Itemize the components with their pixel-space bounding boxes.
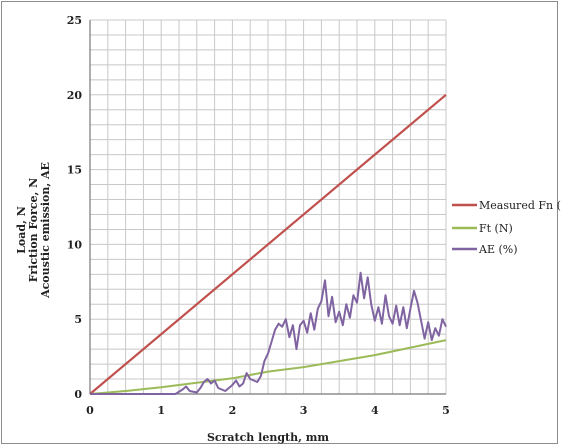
- y-tick-label: 20: [67, 89, 83, 102]
- y-tick-label: 0: [74, 388, 82, 401]
- series-line-1: [89, 93, 447, 395]
- y-axis-title: Load, N Friction Force, N Acoustic emiss…: [15, 162, 52, 299]
- x-tick-label: 4: [371, 404, 379, 417]
- y-tick-label: 5: [74, 313, 82, 326]
- series-line-2: [89, 339, 447, 395]
- x-axis-title: Scratch length, mm: [207, 431, 329, 444]
- tick-labels: 0 1 2 3 4 5 0 5 10 15 20 25: [67, 14, 450, 417]
- y-axis-title-line-3: Acoustic emission, AE: [39, 162, 52, 299]
- y-tick-label: 15: [67, 164, 82, 177]
- series-line-3: [90, 271, 447, 395]
- y-axis-title-line-2: Friction Force, N: [27, 178, 40, 282]
- y-tick-label: 10: [67, 238, 83, 251]
- series-lines: [89, 93, 447, 395]
- legend: Measured Fn (N) Ft (N) AE (%): [452, 199, 561, 256]
- y-axis-title-line-1: Load, N: [15, 206, 28, 254]
- x-tick-label: 0: [86, 404, 94, 417]
- legend-label: AE (%): [478, 243, 518, 256]
- x-tick-label: 3: [300, 404, 308, 417]
- legend-label: Ft (N): [479, 222, 513, 235]
- x-tick-label: 5: [442, 404, 450, 417]
- y-tick-label: 25: [67, 14, 82, 27]
- x-tick-label: 1: [157, 404, 165, 417]
- x-tick-label: 2: [229, 404, 237, 417]
- legend-label: Measured Fn (N): [479, 199, 561, 212]
- grid: [89, 19, 447, 395]
